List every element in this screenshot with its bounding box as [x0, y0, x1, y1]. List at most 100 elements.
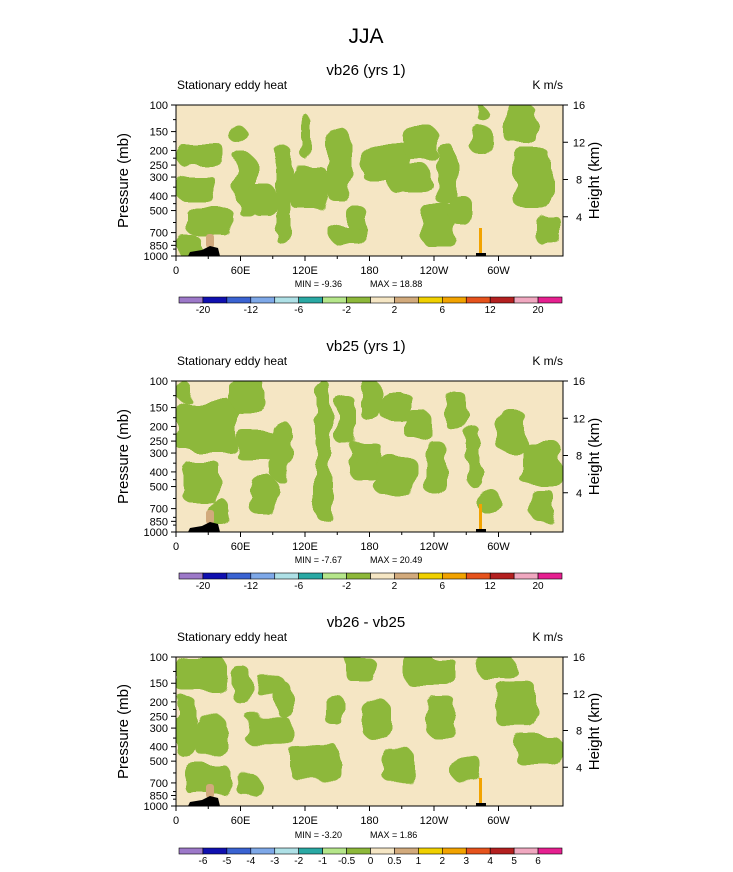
- y-tick-label: 1000: [144, 801, 168, 813]
- colorbar-swatch: [322, 572, 347, 580]
- colorbar-label: 3: [463, 856, 469, 867]
- contour-region: [176, 657, 226, 692]
- y-tick-label: 250: [150, 160, 168, 172]
- contour-region: [426, 696, 456, 737]
- contour-region: [186, 205, 231, 235]
- panels: vb26 (yrs 1) Stationary eddy heat K m/s 100…: [115, 62, 603, 867]
- contour-region: [176, 175, 216, 200]
- colorbar-label: 12: [485, 305, 497, 316]
- colorbar-swatch: [537, 296, 563, 304]
- colorbar-swatch: [226, 572, 252, 580]
- colorbar: -6 -5 -4 -3 -2 -1 -0.5 0 0.5 1 2 3 4 5 6: [178, 847, 563, 867]
- y-tick-label: 100: [150, 100, 168, 112]
- colorbar-label: 2: [440, 856, 446, 867]
- terrain: [476, 803, 486, 806]
- y-tick-label: 850: [150, 240, 168, 252]
- panel-1: vb25 (yrs 1) Stationary eddy heat K m/s 100…: [115, 338, 603, 592]
- y-tick-label: 400: [150, 742, 168, 754]
- colorbar-swatch: [442, 572, 467, 580]
- y-tick-label: 1000: [144, 251, 168, 263]
- height-axis-label: Height (km): [586, 693, 603, 771]
- y-tick-label: 250: [150, 436, 168, 448]
- x-tick-label: 60E: [231, 541, 251, 553]
- contour-region: [516, 735, 561, 766]
- height-tick-label: 12: [573, 137, 585, 149]
- colorbar-label: 20: [533, 305, 545, 316]
- contour-field: [176, 381, 563, 532]
- x-tick-label: 180: [360, 815, 378, 827]
- colorbar-swatch: [298, 847, 323, 855]
- colorbar-swatch: [346, 572, 371, 580]
- colorbar-label: 12: [485, 581, 497, 592]
- terrain: [188, 246, 220, 256]
- colorbar: -20 -12 -6 -2 2 6 12 20: [178, 296, 563, 316]
- colorbar-swatch: [370, 296, 395, 304]
- min-label: MIN = -3.20: [295, 830, 342, 840]
- panel-title: vb26 (yrs 1): [326, 62, 405, 79]
- y-tick-label: 300: [150, 723, 168, 735]
- y-tick-label: 850: [150, 516, 168, 528]
- colorbar-swatch: [465, 572, 491, 580]
- colorbar-swatch: [202, 296, 228, 304]
- colorbar: -20 -12 -6 -2 2 6 12 20: [178, 572, 563, 592]
- contour-region: [451, 755, 481, 781]
- contour-region: [476, 491, 501, 511]
- x-tick-label: 60E: [231, 265, 251, 277]
- colorbar-label: -2: [342, 305, 351, 316]
- colorbar-label: 5: [511, 856, 517, 867]
- colorbar-swatch: [418, 296, 443, 304]
- colorbar-label: -6: [198, 856, 207, 867]
- colorbar-swatch: [442, 296, 467, 304]
- contour-peak: [206, 510, 214, 524]
- colorbar-label: -4: [246, 856, 255, 867]
- contour-field: [176, 657, 563, 806]
- contour-region: [381, 391, 411, 421]
- x-tick-label: 60W: [487, 541, 510, 553]
- y-axis-label: Pressure (mb): [115, 133, 132, 228]
- panel-left-label: Stationary eddy heat: [177, 630, 288, 644]
- contour-region: [376, 456, 416, 496]
- contour-region: [271, 421, 291, 481]
- x-tick-label: 0: [173, 541, 179, 553]
- contour-region: [246, 716, 291, 747]
- green-regions: [176, 381, 561, 526]
- contour-region: [516, 150, 551, 210]
- y-axis-label: Pressure (mb): [115, 409, 132, 504]
- contour-region: [301, 115, 311, 160]
- green-regions: [176, 657, 561, 796]
- x-tick-label: 60W: [487, 815, 510, 827]
- contour-region: [186, 765, 231, 796]
- terrain: [476, 529, 486, 532]
- colorbar-swatch: [537, 847, 563, 855]
- colorbar-swatch: [537, 572, 563, 580]
- colorbar-swatch: [298, 296, 323, 304]
- y-tick-label: 150: [150, 678, 168, 690]
- height-tick-label: 8: [576, 451, 582, 463]
- x-tick-label: 120W: [420, 265, 449, 277]
- contour-region: [176, 381, 191, 401]
- colorbar-swatch: [418, 847, 443, 855]
- colorbar-swatch: [250, 572, 276, 580]
- panel-0: vb26 (yrs 1) Stationary eddy heat K m/s 100…: [115, 62, 603, 316]
- contour-region: [506, 105, 536, 145]
- colorbar-label: 6: [440, 581, 446, 592]
- min-label: MIN = -7.67: [295, 555, 342, 565]
- terrain: [188, 522, 220, 532]
- colorbar-label: 2: [392, 305, 398, 316]
- height-tick-label: 16: [573, 376, 585, 388]
- contour-region: [496, 681, 536, 727]
- contour-region: [446, 391, 466, 431]
- panel-units-label: K m/s: [532, 354, 563, 368]
- y-tick-label: 850: [150, 790, 168, 802]
- y-tick-label: 500: [150, 756, 168, 768]
- contour-region: [361, 381, 381, 421]
- contour-region: [326, 696, 346, 727]
- contour-region: [236, 431, 276, 461]
- y-tick-label: 150: [150, 403, 168, 415]
- colorbar-swatch: [346, 847, 371, 855]
- colorbar-label: 0.5: [387, 856, 401, 867]
- y-tick-label: 250: [150, 711, 168, 723]
- contour-region: [476, 657, 516, 677]
- y-tick-label: 100: [150, 376, 168, 388]
